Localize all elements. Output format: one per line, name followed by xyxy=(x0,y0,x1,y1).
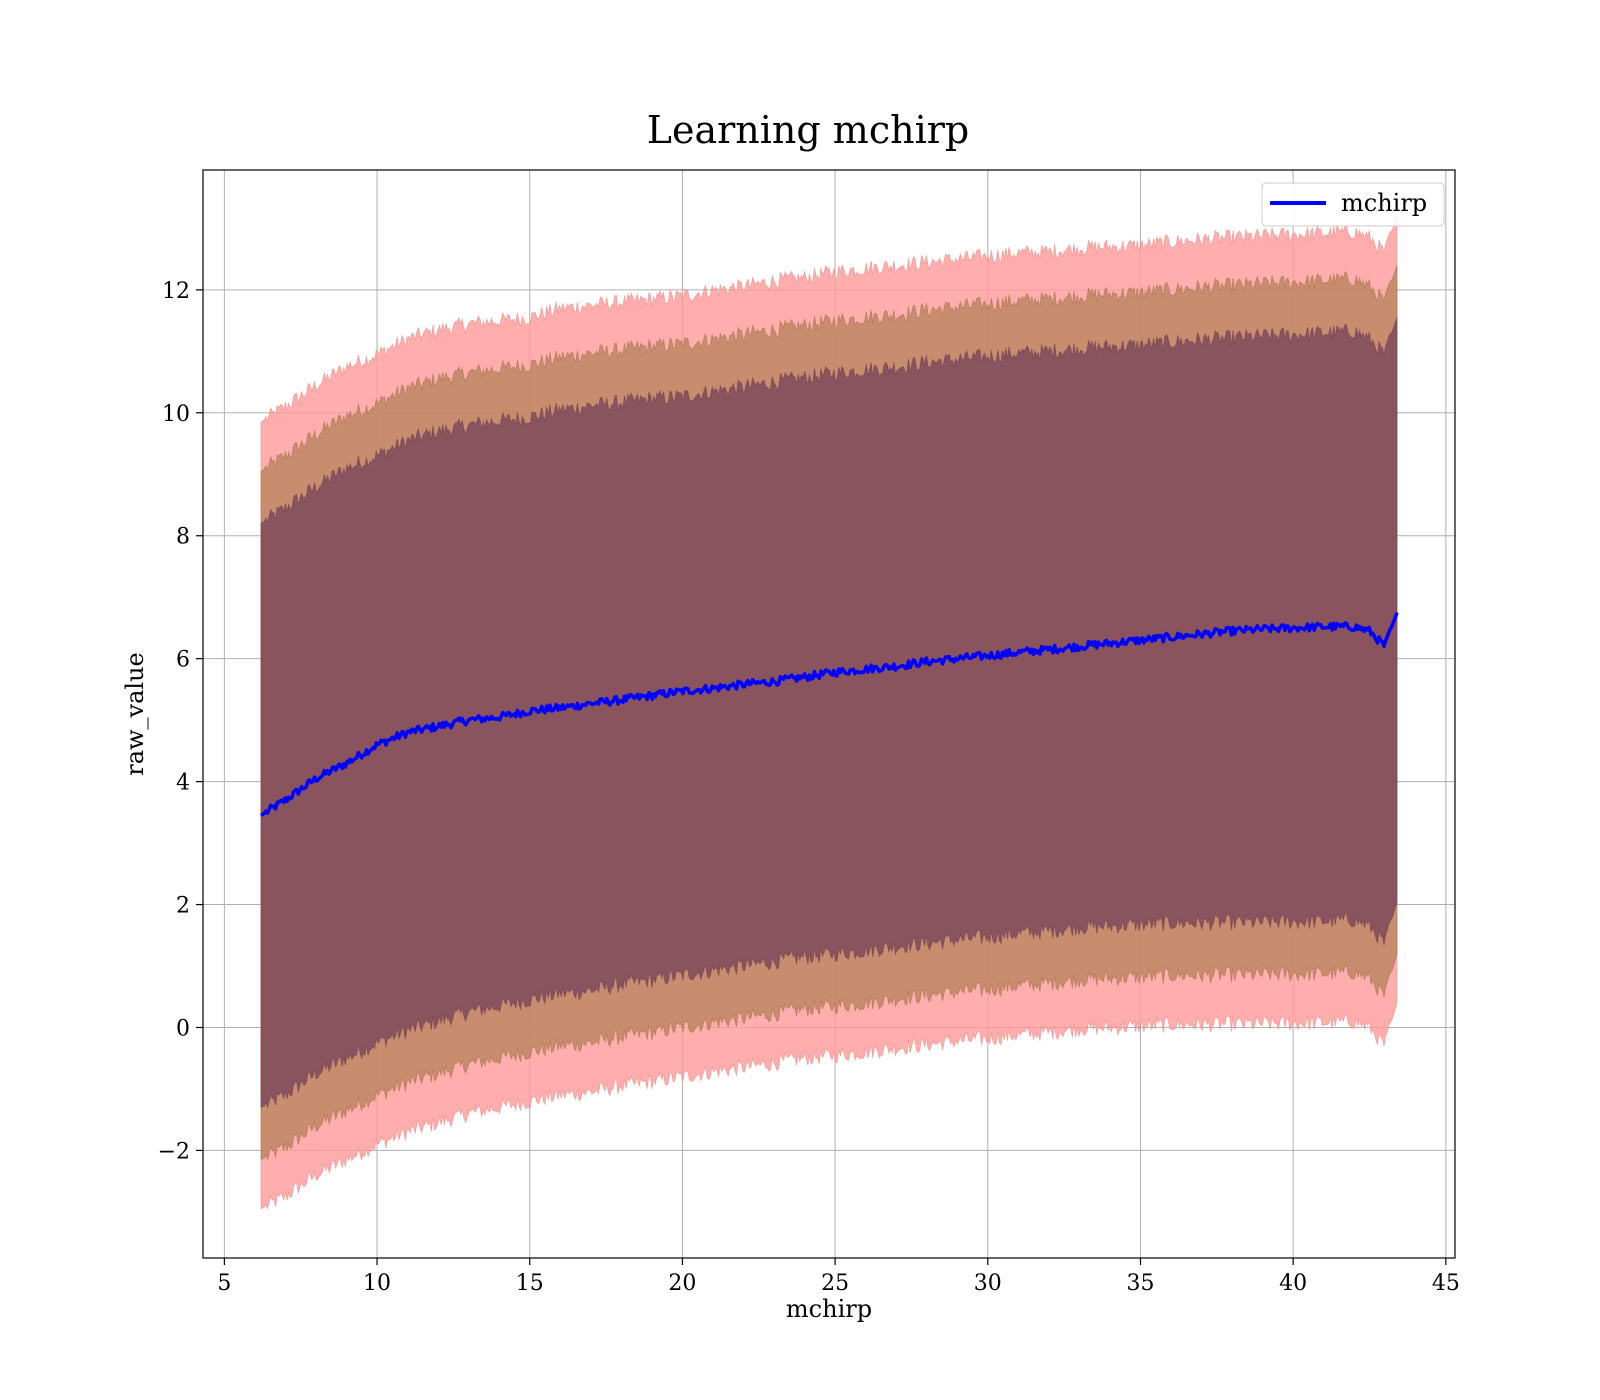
x-tick-label: 45 xyxy=(1432,1271,1460,1296)
x-axis-label: mchirp xyxy=(786,1295,872,1323)
series-lines xyxy=(260,612,1399,817)
y-tick-label: −2 xyxy=(158,1139,190,1164)
plot-frame xyxy=(202,169,1456,1259)
y-tick-label: 0 xyxy=(176,1016,190,1041)
y-tick-label: 2 xyxy=(176,894,190,919)
x-tick-label: 10 xyxy=(363,1271,391,1296)
x-tick-label: 35 xyxy=(1126,1271,1154,1296)
legend: mchirp xyxy=(1261,182,1445,227)
x-tick-label: 30 xyxy=(974,1271,1002,1296)
y-tick-label: 8 xyxy=(176,525,190,550)
x-tick-label: 25 xyxy=(821,1271,849,1296)
confidence-bands xyxy=(260,215,1398,1211)
y-axis-label: raw_value xyxy=(121,652,149,776)
x-tick-label: 20 xyxy=(668,1271,696,1296)
y-tick-label: 6 xyxy=(176,648,190,673)
y-tick-label: 12 xyxy=(162,279,190,304)
x-tick-label: 40 xyxy=(1279,1271,1307,1296)
chart-title: Learning mchirp xyxy=(647,108,969,152)
band-inner-area xyxy=(260,317,1398,1109)
x-tick-label: 15 xyxy=(516,1271,544,1296)
y-tick-label: 4 xyxy=(176,771,190,796)
legend-label: mchirp xyxy=(1341,189,1427,217)
x-tick-label: 5 xyxy=(217,1271,231,1296)
mchirp-series-line xyxy=(260,612,1399,817)
y-tick-label: 10 xyxy=(162,402,190,427)
axis-ticks: 5 10 15 20 25 30 35 40 45 −2 0 2 4 6 8 10 12 xyxy=(158,279,1460,1296)
legend-box xyxy=(1261,182,1445,227)
